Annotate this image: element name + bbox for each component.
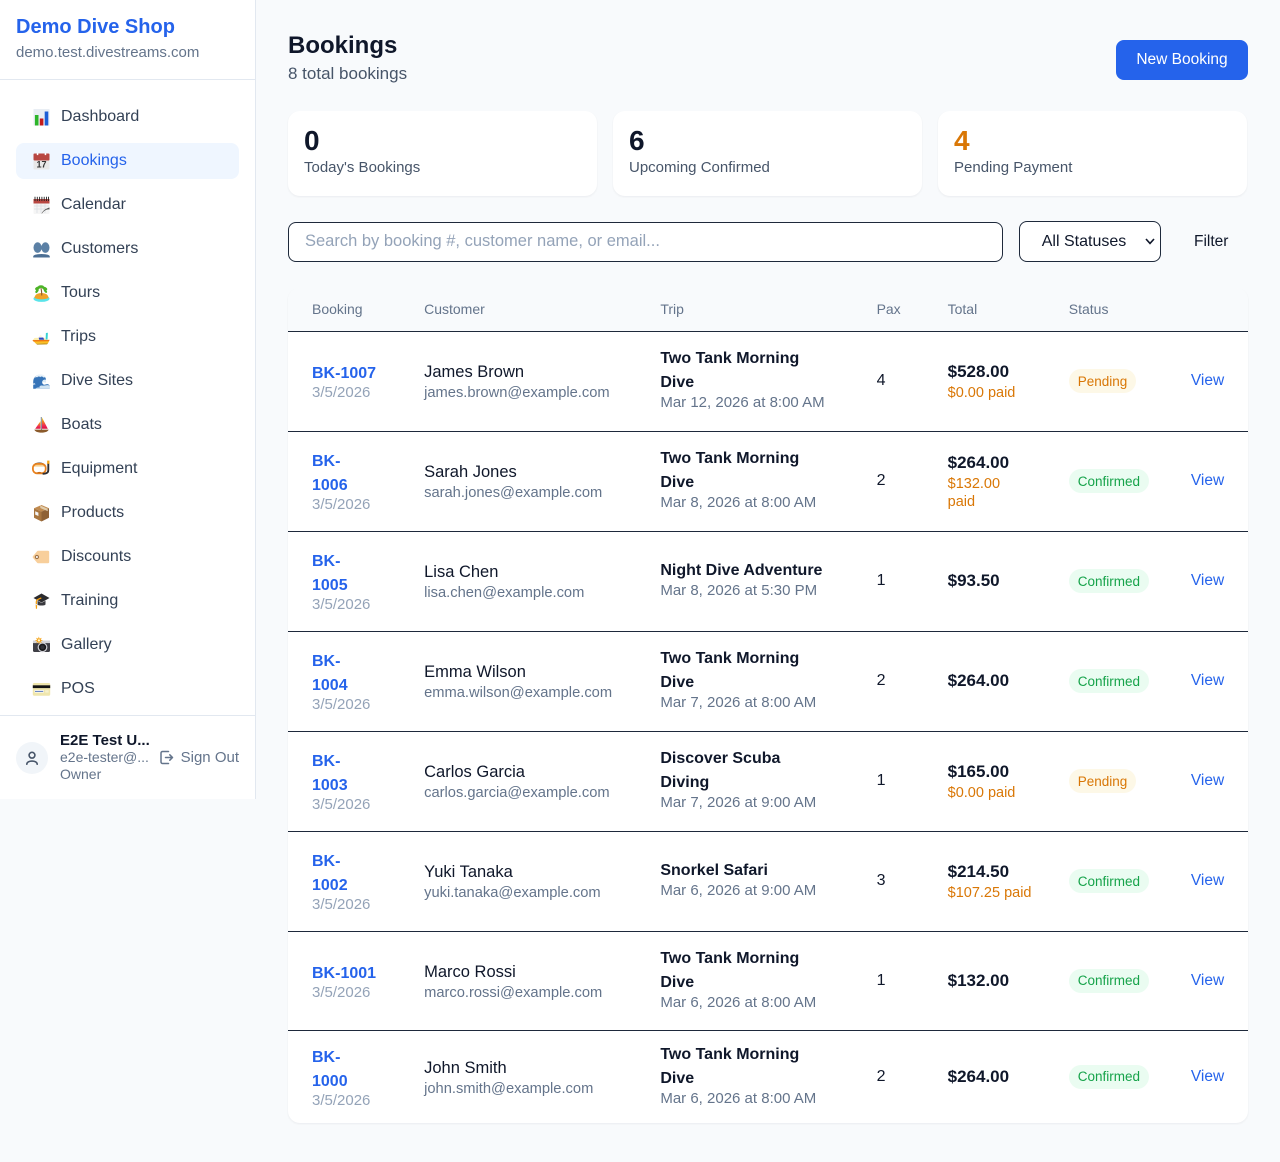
svg-text:17: 17 bbox=[36, 159, 46, 169]
